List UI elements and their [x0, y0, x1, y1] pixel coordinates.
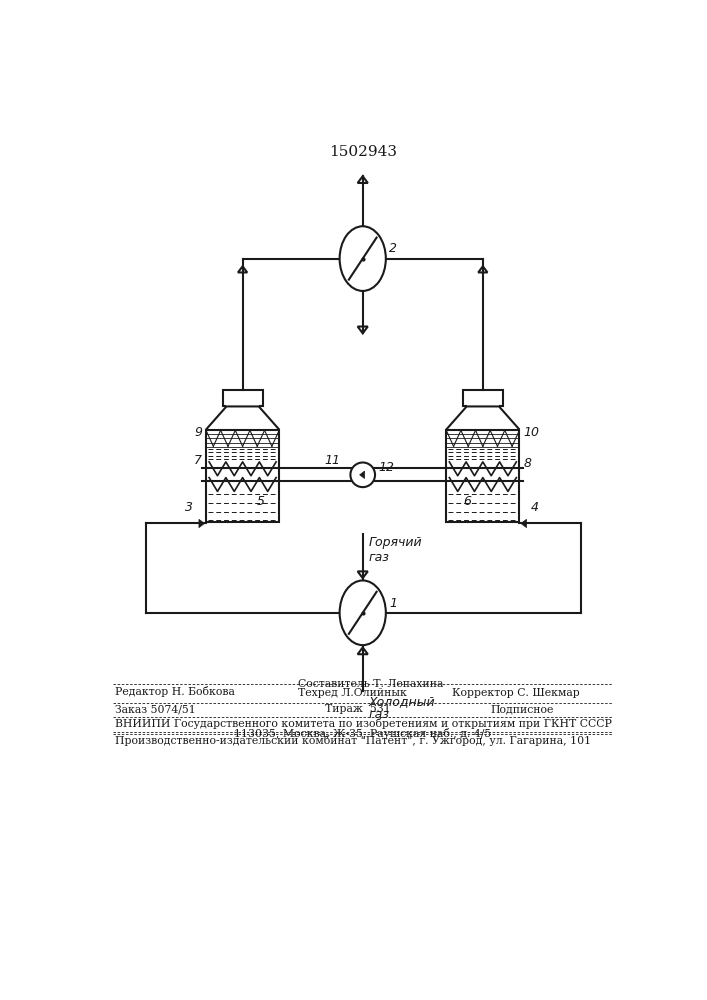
Polygon shape	[360, 471, 365, 479]
Text: 4: 4	[531, 501, 539, 514]
Text: 1: 1	[389, 597, 397, 610]
Text: Корректор С. Шекмар: Корректор С. Шекмар	[452, 688, 580, 698]
Text: Производственно-издательский комбинат "Патент", г. Ужгород, ул. Гагарина, 101: Производственно-издательский комбинат "П…	[115, 735, 591, 746]
Text: Подписное: Подписное	[491, 704, 554, 714]
Text: 9: 9	[194, 426, 202, 439]
Text: 12: 12	[378, 461, 394, 474]
Text: 8: 8	[523, 457, 531, 470]
Text: Редактор Н. Бобкова: Редактор Н. Бобкова	[115, 686, 235, 697]
Ellipse shape	[351, 462, 375, 487]
Bar	[446, 430, 520, 522]
Text: ВНИИПИ Государственного комитета по изобретениям и открытиям при ГКНТ СССР: ВНИИПИ Государственного комитета по изоб…	[115, 718, 612, 729]
Text: 113035, Москва, Ж-35, Раушская наб., д. 4/5: 113035, Москва, Ж-35, Раушская наб., д. …	[234, 728, 491, 739]
Bar	[206, 430, 279, 522]
Text: Заказ 5074/51: Заказ 5074/51	[115, 704, 196, 714]
Text: 3: 3	[185, 501, 193, 514]
Text: 6: 6	[464, 495, 472, 508]
Text: Составитель Т. Лепахина: Составитель Т. Лепахина	[298, 679, 443, 689]
Ellipse shape	[339, 580, 386, 645]
Text: 2: 2	[389, 242, 397, 255]
Text: 7: 7	[194, 454, 202, 467]
Text: Техред Л.Олийнык: Техред Л.Олийнык	[298, 688, 407, 698]
Text: 5: 5	[257, 495, 264, 508]
Ellipse shape	[339, 226, 386, 291]
Text: Тираж  531: Тираж 531	[325, 704, 391, 714]
Text: Холодный: Холодный	[369, 695, 436, 708]
Polygon shape	[521, 519, 527, 528]
Polygon shape	[199, 519, 204, 528]
Text: 1502943: 1502943	[329, 145, 397, 159]
Text: Горячий
газ: Горячий газ	[369, 536, 423, 564]
Text: 10: 10	[523, 426, 539, 439]
Text: газ: газ	[369, 708, 390, 721]
Text: 11: 11	[325, 454, 340, 467]
